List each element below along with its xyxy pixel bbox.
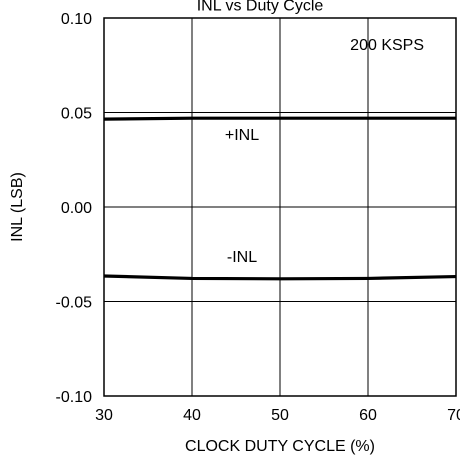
y-tick-label-0: 0.10 [61, 11, 92, 28]
x-axis-label: CLOCK DUTY CYCLE (%) [185, 438, 375, 455]
x-tick-label-70: 70 [447, 407, 460, 424]
series-label-minus-inl: -INL [227, 249, 257, 266]
y-tick-label-3: -0.05 [56, 295, 93, 312]
x-tick-label-60: 60 [359, 407, 377, 424]
series-line-plus-inl [103, 116, 456, 121]
y-axis-label: INL (LSB) [9, 172, 26, 242]
annotation-200ksps: 200 KSPS [350, 37, 424, 54]
y-tick-labels: 0.10 0.05 0.00 -0.05 -0.10 [56, 11, 93, 406]
y-tick-label-1: 0.05 [61, 106, 92, 123]
grid [104, 18, 456, 396]
series-label-plus-inl: +INL [225, 127, 259, 144]
x-tick-label-30: 30 [95, 407, 113, 424]
chart-title: INL vs Duty Cycle [197, 0, 324, 14]
x-tick-labels: 30 40 50 60 70 [95, 407, 460, 424]
plot-frame [103, 17, 457, 397]
series-group [103, 116, 457, 281]
y-tick-label-4: -0.10 [56, 389, 93, 406]
x-tick-label-40: 40 [183, 407, 201, 424]
series-line-minus-inl [103, 274, 457, 281]
y-tick-label-2: 0.00 [61, 200, 92, 217]
x-tick-label-50: 50 [271, 407, 289, 424]
